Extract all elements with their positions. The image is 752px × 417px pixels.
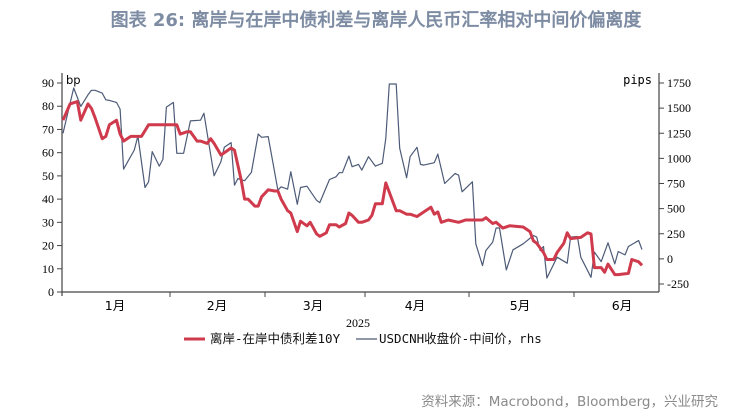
legend-label-usdcnh: USDCNH收盘价-中间价，rhs [379, 331, 542, 346]
left-tick-label: 90 [42, 76, 54, 90]
right-tick-label: 1250 [667, 126, 691, 140]
left-tick-label: 0 [48, 285, 54, 299]
right-tick-label: 750 [667, 177, 685, 191]
x-tick-label: 2月 [207, 298, 227, 313]
series-line-spread [61, 100, 644, 277]
left-tick-label: 50 [42, 169, 54, 183]
right-tick-label: 0 [667, 252, 673, 266]
x-tick-label: 1月 [105, 298, 125, 313]
right-tick-label: 1000 [667, 151, 691, 165]
left-tick-label: 30 [42, 215, 54, 229]
right-tick-label: 1500 [667, 101, 691, 115]
x-tick-label: 3月 [303, 298, 323, 313]
left-axis-unit: bp [66, 73, 81, 87]
source-note: 资料来源：Macrobond，Bloomberg，兴业研究 [421, 394, 718, 410]
left-tick-label: 10 [42, 262, 54, 276]
left-tick-label: 40 [42, 192, 54, 206]
series-line-usdcnh [62, 83, 643, 279]
right-tick-label: -250 [667, 277, 689, 291]
left-tick-label: 70 [42, 122, 54, 136]
legend: 离岸-在岸中债利差10Y USDCNH收盘价-中间价，rhs [184, 331, 542, 346]
chart-title: 图表 26: 离岸与在岸中债利差与离岸人民币汇率相对中间价偏离度 [110, 10, 642, 31]
left-tick-label: 20 [42, 239, 54, 253]
axes: 0 10 20 30 40 50 60 70 80 90 -250 0 250 500 750 1000 125… [42, 73, 691, 313]
x-tick-label: 4月 [405, 298, 425, 313]
right-tick-label: 250 [667, 227, 685, 241]
left-tick-label: 60 [42, 146, 54, 160]
series-layer [61, 83, 644, 279]
right-tick-label: 500 [667, 202, 685, 216]
right-axis-unit: pips [623, 73, 652, 87]
right-tick-label: 1750 [667, 76, 691, 90]
x-tick-label: 6月 [612, 298, 632, 313]
legend-label-spread: 离岸-在岸中债利差10Y [210, 331, 341, 346]
left-tick-label: 80 [42, 99, 54, 113]
x-tick-label: 5月 [510, 298, 530, 313]
x-axis-label: 2025 [346, 316, 370, 330]
